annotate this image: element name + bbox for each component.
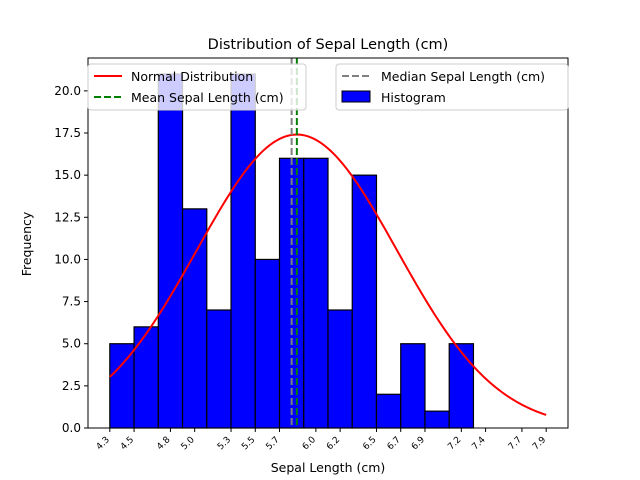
histogram-bar bbox=[109, 343, 135, 429]
histogram-bar bbox=[230, 73, 256, 429]
legend-label-median: Median Sepal Length (cm) bbox=[381, 69, 545, 84]
legend-left-box bbox=[87, 63, 307, 111]
histogram-bar bbox=[133, 326, 159, 429]
histogram-bar bbox=[303, 157, 329, 429]
legend-label-normal: Normal Distribution bbox=[131, 69, 253, 84]
legend-right-box bbox=[335, 63, 569, 111]
y-tick-label: 10.0 bbox=[54, 252, 81, 266]
plot-area: 4.3 4.5 4.8 5.0 5.3 5.5 5.7 6.0 6.2 6.5 6.7 6.9 7.2 7… bbox=[54, 57, 569, 452]
histogram-bar bbox=[327, 309, 353, 429]
x-axis-label: Sepal Length (cm) bbox=[271, 460, 386, 475]
y-tick-label: 15.0 bbox=[54, 168, 81, 182]
y-tick-label: 7.5 bbox=[62, 295, 81, 309]
axes-frame bbox=[87, 57, 569, 429]
chart-title: Distribution of Sepal Length (cm) bbox=[208, 37, 449, 53]
y-tick-label: 20.0 bbox=[54, 84, 81, 98]
histogram-bar bbox=[448, 343, 475, 429]
histogram-bar bbox=[375, 393, 402, 429]
y-tick-label: 12.5 bbox=[54, 210, 81, 224]
histogram-bar bbox=[254, 258, 281, 429]
legend-label-histogram: Histogram bbox=[381, 90, 446, 105]
histogram-bar bbox=[400, 343, 426, 429]
y-axis-label: Frequency bbox=[19, 211, 34, 276]
legend: Normal Distribution Mean Sepal Length (cm… bbox=[87, 63, 569, 111]
legend-label-mean: Mean Sepal Length (cm) bbox=[131, 90, 284, 105]
legend-swatch-histogram bbox=[341, 90, 371, 103]
histogram-bar bbox=[351, 174, 378, 429]
y-tick-label: 17.5 bbox=[54, 126, 81, 140]
histogram-bar bbox=[157, 73, 184, 429]
histogram-bar bbox=[424, 410, 450, 429]
normal-distribution-curve bbox=[109, 133, 547, 416]
histogram-bar bbox=[206, 309, 232, 429]
y-tick-label: 2.5 bbox=[62, 379, 81, 393]
y-tick-label: 0.0 bbox=[62, 421, 81, 435]
histogram-bar bbox=[181, 208, 208, 429]
y-tick-label: 5.0 bbox=[62, 337, 81, 351]
